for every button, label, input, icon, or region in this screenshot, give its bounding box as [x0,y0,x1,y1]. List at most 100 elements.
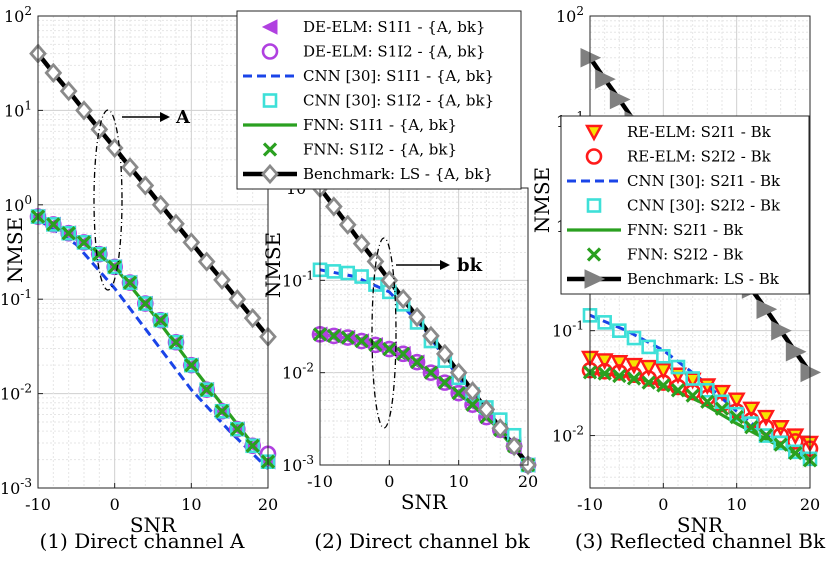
data-point [122,275,138,290]
x-axis-label: SNR [401,490,448,514]
data-point [685,371,700,386]
data-point [138,296,153,311]
data-point [683,372,702,390]
data-point [655,374,672,391]
annotation-label: bk [457,255,483,276]
y-axis-label: NMSE [530,167,554,233]
data-point [44,62,63,83]
data-point [758,428,774,443]
x-tick-label: 20 [258,495,278,514]
data-point [729,406,744,422]
data-point [326,328,341,344]
data-point [184,357,199,373]
legend-box [560,115,810,295]
data-point [409,355,425,370]
y-tick-label: 101 [4,98,32,120]
legend-entry: DE-ELM: S1I1 - {A, bk} [261,18,485,36]
marker-diamond [261,163,279,185]
legend-left: DE-ELM: S1I1 - {A, bk} DE-ELM: S1I2 - {A,… [236,10,522,190]
data-point [243,308,262,329]
data-point [641,375,656,390]
series-line-6 [36,52,270,339]
marker-square [586,198,602,213]
data-point [626,330,642,346]
marker-x-stroke [368,337,383,353]
data-point [465,397,480,412]
data-point [785,341,807,362]
legend-entry: RE-ELM: S2I1 - Bk [584,123,772,142]
y-tick-label: 10-2 [552,424,584,446]
data-point [788,445,803,461]
data-point [352,233,371,254]
data-point [61,226,76,241]
marker-x-stroke [788,445,803,461]
x-axis-label: SNR [130,513,177,537]
data-point [394,288,413,309]
data-point [213,269,231,291]
legend-entry: FNN: S1I1 - {A, bk} [243,116,457,134]
data-point [340,330,355,345]
legend-label: RE-ELM: S2I1 - Bk [627,123,772,141]
x-axis-label: SNR [677,513,724,537]
panel-caption: (1) Direct channel A [40,529,245,553]
marker-x-stroke [396,346,411,361]
marker-x-stroke [122,275,138,290]
panel-1: -10 0 10 20 10-3 10-2 10-1 100 101 102 SNR NMSE (1) … [0,4,278,553]
legend-entry: CNN [30]: S1I1 - {A, bk} [243,67,494,85]
y-tick-label: 102 [4,4,32,26]
data-point [230,421,245,437]
y-tick-label: 10-2 [282,361,314,383]
data-point [199,382,214,397]
y-axis-label: NMSE [3,217,27,283]
data-point [182,232,201,253]
data-point [773,437,788,452]
data-point [354,269,369,284]
marker-x [586,247,602,262]
marker-x-stroke [214,404,230,419]
data-point [612,368,627,384]
marker-x-stroke [586,247,602,262]
legend-entry: FNN: S2I1 - Bk [567,221,744,239]
data-point [326,264,342,279]
legend-label: Benchmark: LS - Bk [627,270,780,288]
data-point [727,392,746,410]
data-point [136,175,155,196]
marker-x-stroke [641,375,656,390]
marker-x-stroke [612,368,627,384]
marker-x-stroke [168,335,184,350]
y-axis-label: NMSE [261,232,285,298]
marker-x-stroke [138,296,153,311]
series-markers-3 [582,308,818,467]
data-point [228,289,247,310]
legend-label: DE-ELM: S1I1 - {A, bk} [303,18,485,36]
data-point [153,313,168,328]
data-point [610,355,629,372]
marker-x-stroke [354,333,369,349]
annotation-ellipse [93,109,123,291]
marker-x-stroke [245,438,260,453]
legend-entry: DE-ELM: S1I2 - {A, bk} [261,43,485,61]
legend-entry: CNN [30]: S1I2 - {A, bk} [262,92,494,110]
data-point [422,325,440,347]
data-point [685,388,700,403]
data-point [423,365,439,380]
data-point [408,306,426,328]
data-point [742,401,761,419]
annotation-arrow-head [160,112,170,122]
data-point [382,341,397,357]
marker-x-stroke [199,382,214,397]
legend-label: FNN: S2I2 - Bk [627,246,744,264]
data-point [729,409,744,425]
legend-label: CNN [30]: S2I2 - Bk [627,197,781,215]
data-point [744,416,759,431]
marker-square [262,93,278,108]
legend-label: CNN [30]: S1I1 - {A, bk} [303,67,494,85]
data-point [700,383,715,398]
marker-x-stroke [340,330,355,345]
data-point [669,378,687,396]
data-point [639,359,658,377]
data-point [626,371,642,386]
data-point [744,420,759,435]
marker-x-stroke [685,388,700,403]
data-point [609,89,631,110]
